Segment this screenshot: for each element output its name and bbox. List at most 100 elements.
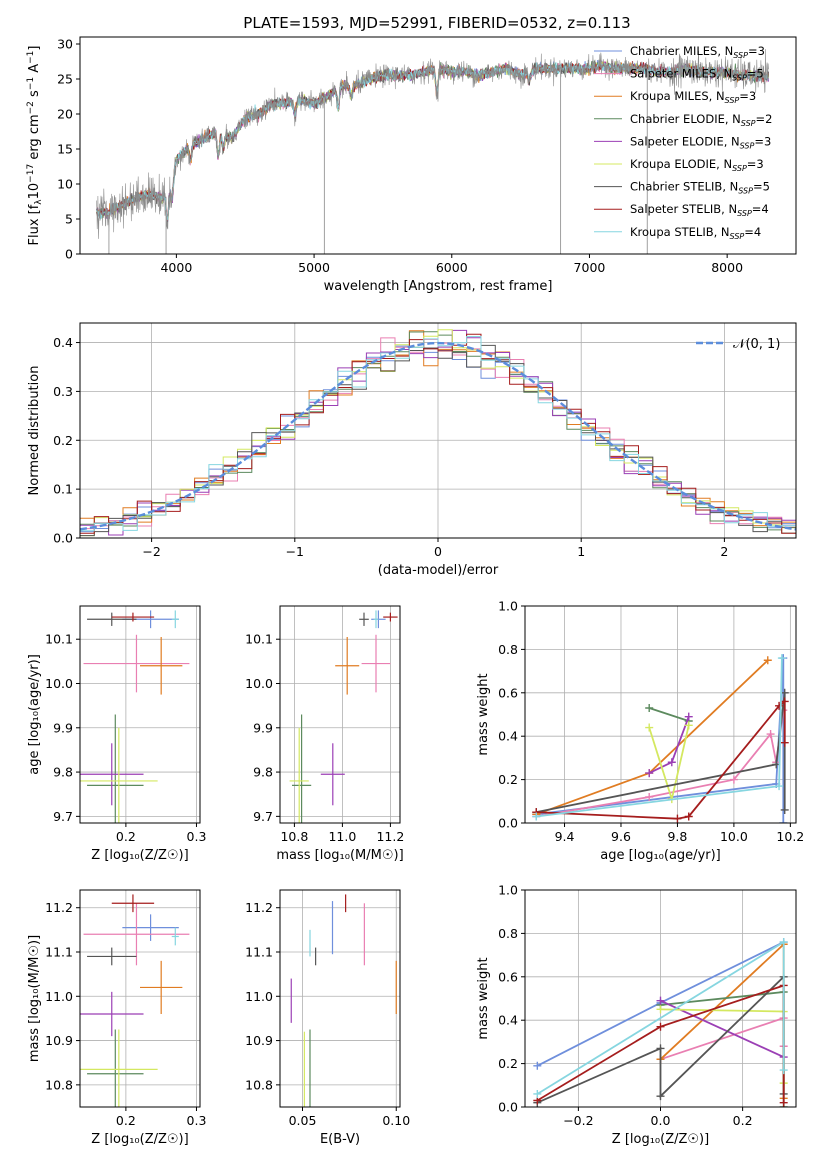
mass-z-xtick-label: 0.2 — [116, 1113, 136, 1128]
mass-ebv-xlabel: E(B-V) — [320, 1132, 360, 1147]
spectrum-data — [96, 49, 769, 239]
spectrum-legend-label-chabrier-miles: Chabrier MILES, NSSP=3 — [630, 44, 765, 60]
mass-ebv-ytick-label: 10.8 — [245, 1077, 273, 1092]
weight-z-marker-kroupa-stelib — [779, 938, 788, 947]
age-z-point-salpeter-miles — [83, 634, 190, 693]
weight-age-marker-salpeter-stelib — [780, 697, 789, 706]
mass-ebv-ytick-label: 11.1 — [245, 945, 273, 960]
age-z-point-kroupa-stelib — [171, 610, 179, 629]
age-mass-xtick-label: 11.0 — [328, 829, 356, 844]
age-mass-ytick-label: 10.1 — [245, 632, 273, 647]
weight-age-frame — [524, 605, 797, 824]
age-mass-point-kroupa-stelib — [373, 610, 379, 629]
legend-subscript: SSP — [741, 119, 756, 128]
legend-value: =3 — [747, 157, 764, 171]
spectrum-title: PLATE=1593, MJD=52991, FIBERID=0532, z=0… — [243, 14, 630, 32]
legend-subscript: SSP — [740, 141, 755, 150]
histogram-ytick-label: 0.4 — [53, 335, 73, 350]
weight-age-series-chabrier-miles — [536, 658, 785, 823]
weight-z-marker-chabrier-stelib — [656, 1092, 665, 1101]
age-mass-point-chabrier-elodie — [292, 714, 312, 823]
weight-z-ytick-label: 0.8 — [498, 926, 518, 941]
age-z-point-chabrier-stelib — [87, 612, 137, 626]
weight-z-axes: −0.2 0.0 0.2 0.0 0.2 0.4 0.6 0.8 1.0 Z [log₁₀(Z/Z… — [476, 883, 797, 1147]
age-mass-xtick-label: 11.2 — [376, 829, 404, 844]
weight-age-marker-chabrier-elodie — [645, 703, 654, 712]
weight-z-ytick-label: 1.0 — [498, 883, 518, 898]
weight-age-marker-salpeter-stelib — [684, 812, 693, 821]
legend-subscript: SSP — [737, 209, 752, 218]
spectrum-ytick-label: 20 — [57, 107, 73, 122]
spectrum-ylabel-part: Flux [f — [27, 204, 42, 245]
histogram-xtick-label: 2 — [720, 544, 728, 559]
histogram-xlabel: (data-model)/error — [378, 563, 499, 578]
legend-text: Kroupa STELIB, N — [630, 225, 730, 239]
spectrum-legend-label-salpeter-miles: Salpeter MILES, NSSP=5 — [630, 67, 764, 83]
mass-z-point-kroupa-stelib — [171, 927, 179, 946]
weight-z-ytick-label: 0.0 — [498, 1100, 518, 1115]
mass-ebv-frame — [279, 889, 401, 1108]
histogram-xtick-label: 1 — [577, 544, 585, 559]
weight-age-marker-kroupa-stelib — [775, 782, 784, 791]
mass-z-xtick-label: 0.3 — [187, 1113, 207, 1128]
age-z-ytick-label: 9.8 — [53, 765, 73, 780]
histogram-legend-label: 𝒩(0, 1) — [733, 337, 780, 352]
mass-z-ytick-label: 10.9 — [45, 1033, 73, 1048]
weight-z-xlabel: Z [log₁₀(Z/Z☉)] — [612, 1132, 709, 1147]
mass-z-point-salpeter-miles — [83, 903, 190, 966]
age-z-point-kroupa-miles — [140, 637, 183, 695]
spectrum-legend-label-chabrier-elodie: Chabrier ELODIE, NSSP=2 — [630, 112, 772, 128]
age-mass-xlabel: mass [log₁₀(M/M☉)] — [276, 848, 403, 863]
age-mass-point-chabrier-stelib — [359, 612, 369, 626]
spectrum-xtick-label: 5000 — [298, 260, 330, 275]
spectrum-ylabel-part: ] — [27, 46, 42, 51]
spectrum-ytick-label: 15 — [57, 142, 73, 157]
mass-z-point-chabrier-elodie — [87, 1029, 144, 1107]
age-z-point-salpeter-stelib — [111, 612, 155, 622]
spectrum-ytick-label: 0 — [65, 247, 73, 262]
age-mass-marks — [289, 610, 398, 823]
spectrum-ylabel-part: s — [27, 90, 42, 101]
weight-z-marker-chabrier-miles — [533, 1061, 542, 1070]
age-z-marks — [80, 610, 190, 823]
age-mass-axes: 10.8 11.0 11.2 9.7 9.8 9.9 10.0 10.1 mass [log₁₀… — [245, 605, 404, 863]
age-mass-xtick-label: 10.8 — [280, 829, 308, 844]
histogram-normal-curve — [80, 341, 796, 531]
mass-z-point-chabrier-miles — [122, 914, 179, 941]
age-z-point-chabrier-elodie — [87, 714, 144, 823]
histogram-ytick-label: 0.2 — [53, 433, 73, 448]
histogram-xtick-label: −2 — [142, 544, 160, 559]
mass-z-point-salpeter-elodie — [80, 991, 144, 1037]
weight-z-marker-chabrier-stelib — [656, 1044, 665, 1053]
legend-value: =5 — [747, 67, 764, 81]
age-z-ytick-label: 9.9 — [53, 720, 73, 735]
spectrum-axes: 4000 5000 6000 7000 8000 0 5 10 15 20 25 30 waveleng… — [26, 36, 797, 294]
spectrum-ytick-label: 30 — [57, 37, 73, 52]
age-mass-point-salpeter-elodie — [320, 743, 345, 806]
weight-z-marker-salpeter-stelib — [779, 1098, 788, 1107]
weight-age-marker-kroupa-stelib — [532, 812, 541, 821]
spectrum-ytick-label: 25 — [57, 72, 73, 87]
spectrum-legend-label-salpeter-stelib: Salpeter STELIB, NSSP=4 — [630, 202, 769, 218]
age-mass-ytick-label: 9.8 — [253, 765, 273, 780]
legend-text: Chabrier MILES, N — [630, 44, 733, 58]
mass-z-ytick-label: 10.8 — [45, 1077, 73, 1092]
histogram-xtick-label: 0 — [434, 544, 442, 559]
mass-ebv-ytick-label: 11.0 — [245, 989, 273, 1004]
mass-z-ytick-label: 11.1 — [45, 945, 73, 960]
legend-value: =5 — [753, 180, 770, 194]
age-z-xlabel: Z [log₁₀(Z/Z☉)] — [91, 848, 188, 863]
spectrum-ytick-label: 10 — [57, 177, 73, 192]
weight-age-marker-salpeter-stelib — [673, 814, 682, 823]
legend-subscript: SSP — [733, 51, 748, 60]
mass-ebv-ytick-label: 10.9 — [245, 1033, 273, 1048]
spectrum-xtick-label: 7000 — [574, 260, 606, 275]
age-mass-ytick-label: 9.9 — [253, 720, 273, 735]
weight-z-marker-salpeter-stelib — [656, 1022, 665, 1031]
weight-age-xtick-label: 10.2 — [776, 829, 804, 844]
weight-age-ytick-label: 0.4 — [498, 729, 518, 744]
mass-z-point-salpeter-stelib — [111, 894, 155, 913]
spectrum-ylabel-part: A — [27, 64, 42, 77]
weight-age-marker-kroupa-elodie — [684, 721, 693, 730]
legend-value: =4 — [744, 225, 761, 239]
